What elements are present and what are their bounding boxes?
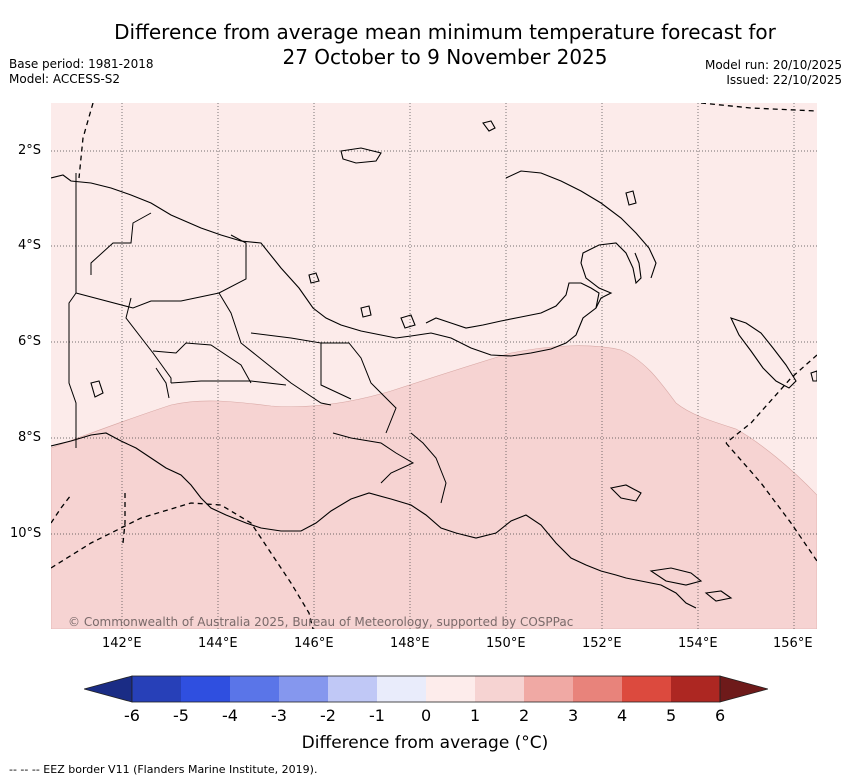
island-small-2 [308, 272, 320, 284]
cb-tick-minus6: -6 [124, 706, 140, 725]
cb-tick-minus1: -1 [369, 706, 385, 725]
border-highlands-4 [170, 380, 287, 386]
model-run: Model run: 20/10/2025 [704, 58, 842, 72]
colorbar-title: Difference from average (°C) [301, 733, 549, 753]
border-west-sepik [75, 234, 247, 309]
cb-tick-3: 3 [568, 706, 579, 725]
colorbar-bin-7 [426, 676, 475, 702]
d-entrecasteaux-coast [609, 484, 642, 502]
border-central-2 [332, 432, 415, 484]
border-highlands-2 [152, 342, 252, 384]
cb-tick-6: 6 [715, 706, 726, 725]
eez-east [725, 354, 817, 444]
woodlark-coast [704, 590, 733, 602]
cb-tick-2: 2 [519, 706, 530, 725]
lat-label-8s: 8°S [18, 430, 42, 445]
cb-tick-minus2: -2 [320, 706, 336, 725]
colorbar-bin-3 [230, 676, 279, 702]
cb-tick-0: 0 [421, 706, 432, 725]
border-international [68, 173, 77, 448]
base-period: Base period: 1981-2018 [9, 57, 154, 71]
cb-tick-minus3: -3 [271, 706, 287, 725]
island-small-6 [810, 370, 817, 382]
colorbar-bin-6 [377, 676, 426, 702]
island-small-4 [90, 380, 104, 398]
lon-label-150e: 150°E [486, 636, 526, 651]
lat-label-2s: 2°S [18, 143, 42, 158]
title-line-2: 27 October to 9 November 2025 [282, 45, 608, 69]
island-small-3 [625, 190, 637, 206]
bougainville-coast [729, 317, 797, 389]
border-east-sepik [90, 212, 152, 275]
colorbar-bin-10 [573, 676, 622, 702]
admiralty-islet [482, 120, 496, 132]
new-guinea-south-coast [51, 432, 697, 609]
colorbar-bin-2 [181, 676, 230, 702]
eez-northwest [78, 103, 94, 179]
colorbar-bin-5 [328, 676, 377, 702]
border-southern [155, 367, 170, 399]
new-ireland-coast [505, 170, 657, 279]
new-guinea-coast [51, 174, 642, 357]
cb-tick-1: 1 [470, 706, 481, 725]
cb-tick-minus4: -4 [222, 706, 238, 725]
colorbar-outline [131, 675, 721, 703]
colorbar-bin-1 [132, 676, 181, 702]
new-britain-coast [425, 282, 600, 329]
forecast-map: © Commonwealth of Australia 2025, Bureau… [51, 103, 817, 629]
map-title: Difference from average mean minimum tem… [80, 20, 810, 70]
footer-note: -- -- -- EEZ border V11 (Flanders Marine… [9, 763, 318, 776]
eez-southwest [51, 494, 72, 524]
colorbar-extend-low [84, 675, 133, 703]
colorbar-bin-4 [279, 676, 328, 702]
lon-label-154e: 154°E [678, 636, 718, 651]
eez-torres [122, 493, 126, 544]
colorbar-bin-11 [622, 676, 671, 702]
louisiade-coast [649, 567, 703, 586]
copyright-attribution: © Commonwealth of Australia 2025, Bureau… [68, 615, 573, 629]
lon-label-142e: 142°E [102, 636, 142, 651]
eez-southeast [725, 442, 817, 562]
provincial-borders [68, 173, 447, 504]
issued-date: Issued: 22/10/2025 [726, 73, 842, 87]
lon-label-152e: 152°E [582, 636, 622, 651]
colorbar-bin-12 [671, 676, 720, 702]
cb-tick-5: 5 [666, 706, 677, 725]
lon-label-156e: 156°E [773, 636, 813, 651]
eez-south [51, 502, 314, 629]
manus-coast [340, 147, 382, 164]
island-small-1 [400, 314, 416, 329]
cb-tick-minus5: -5 [173, 706, 189, 725]
lon-label-148e: 148°E [390, 636, 430, 651]
colorbar-extend-high [719, 675, 768, 703]
eez-north [700, 103, 817, 112]
lon-label-144e: 144°E [198, 636, 238, 651]
meta-right: Model run: 20/10/2025 Issued: 22/10/2025 [705, 58, 842, 88]
graticule [51, 103, 817, 629]
lon-label-146e: 146°E [294, 636, 334, 651]
lat-label-4s: 4°S [18, 238, 42, 253]
colorbar-bin-9 [524, 676, 573, 702]
cb-tick-4: 4 [617, 706, 628, 725]
model-name: Model: ACCESS-S2 [9, 72, 121, 86]
lat-label-6s: 6°S [18, 334, 42, 349]
border-highlands-3 [218, 292, 332, 406]
border-highlands-1 [125, 297, 172, 383]
island-small-5 [360, 305, 372, 318]
border-central-1 [321, 342, 397, 434]
eez-borders [51, 103, 817, 629]
coastlines [51, 120, 817, 609]
title-line-1: Difference from average mean minimum tem… [114, 20, 776, 44]
colorbar [84, 675, 768, 703]
border-oro [410, 432, 447, 504]
meta-left: Base period: 1981-2018 Model: ACCESS-S2 [9, 57, 154, 87]
colorbar-bin-8 [475, 676, 524, 702]
lat-label-10s: 10°S [10, 526, 42, 541]
